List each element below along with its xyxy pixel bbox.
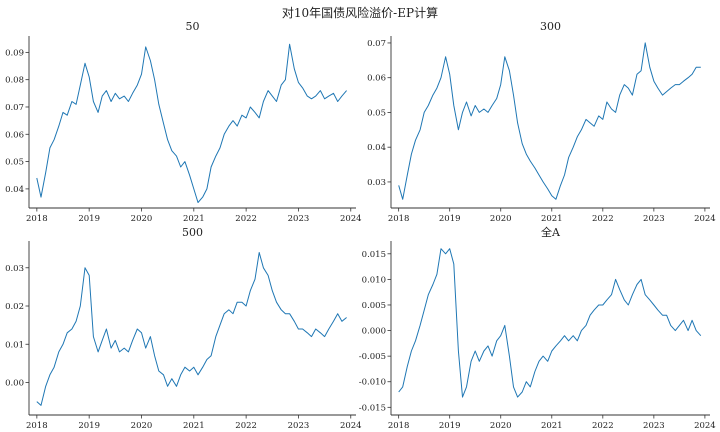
y-tick-label: 0.000 (362, 327, 386, 337)
panel-title: 500 (182, 226, 203, 239)
x-tick-label: 2023 (643, 214, 665, 224)
x-tick-label: 2020 (131, 421, 153, 431)
x-tick-label: 2022 (235, 214, 257, 224)
x-tick-label: 2019 (439, 421, 461, 431)
x-tick-label: 2019 (78, 214, 100, 224)
panel-title: 300 (540, 20, 561, 33)
x-tick-label: 2024 (694, 421, 716, 431)
x-tick-label: 2020 (131, 214, 153, 224)
y-tick-label: 0.03 (5, 264, 24, 274)
y-tick-label: -0.005 (359, 352, 386, 362)
y-tick-label: -0.010 (359, 378, 386, 388)
x-tick-label: 2022 (592, 421, 614, 431)
x-tick-label: 2018 (26, 421, 48, 431)
y-tick-label: 0.01 (5, 340, 24, 350)
y-tick-label: 0.010 (362, 275, 386, 285)
series-line (398, 248, 702, 398)
x-tick-label: 2021 (541, 421, 563, 431)
series-line (36, 43, 347, 203)
y-tick-label: 0.09 (5, 48, 24, 58)
y-tick-label: 0.07 (5, 103, 24, 113)
series-line (398, 42, 701, 200)
x-tick-label: 2023 (288, 214, 310, 224)
y-tick-label: 0.05 (5, 158, 24, 168)
x-tick-label: 2023 (288, 421, 310, 431)
figure-suptitle: 对10年国债风险溢价-EP计算 (282, 5, 438, 20)
panel-title: 50 (186, 20, 200, 33)
y-tick-label: 0.07 (367, 39, 386, 49)
y-tick-label: 0.04 (5, 185, 24, 195)
x-tick-label: 2021 (183, 421, 205, 431)
x-tick-label: 2018 (388, 421, 410, 431)
x-tick-label: 2022 (235, 421, 257, 431)
x-tick-label: 2023 (643, 421, 665, 431)
series-line (36, 252, 347, 406)
y-tick-label: 0.02 (5, 302, 24, 312)
y-tick-label: 0.005 (362, 301, 386, 311)
x-tick-label: 2020 (490, 214, 512, 224)
x-tick-label: 2019 (78, 421, 100, 431)
y-tick-label: 0.04 (367, 143, 386, 153)
y-tick-label: 0.06 (367, 74, 386, 84)
x-tick-label: 2024 (694, 214, 716, 224)
y-tick-label: 0.08 (5, 76, 24, 86)
x-tick-label: 2022 (592, 214, 614, 224)
y-tick-label: 0.05 (367, 108, 386, 118)
y-tick-label: 0.03 (367, 178, 386, 188)
x-tick-label: 2020 (490, 421, 512, 431)
y-tick-label: -0.015 (359, 403, 386, 413)
x-tick-label: 2018 (26, 214, 48, 224)
y-tick-label: 0.06 (5, 130, 24, 140)
y-tick-label: 0.015 (362, 250, 386, 260)
panel-title: 全A (541, 225, 561, 239)
x-tick-label: 2021 (541, 214, 563, 224)
x-tick-label: 2018 (388, 214, 410, 224)
x-tick-label: 2021 (183, 214, 205, 224)
x-tick-label: 2019 (439, 214, 461, 224)
x-tick-label: 2024 (340, 421, 362, 431)
y-tick-label: 0.00 (5, 378, 24, 388)
x-tick-label: 2024 (340, 214, 362, 224)
